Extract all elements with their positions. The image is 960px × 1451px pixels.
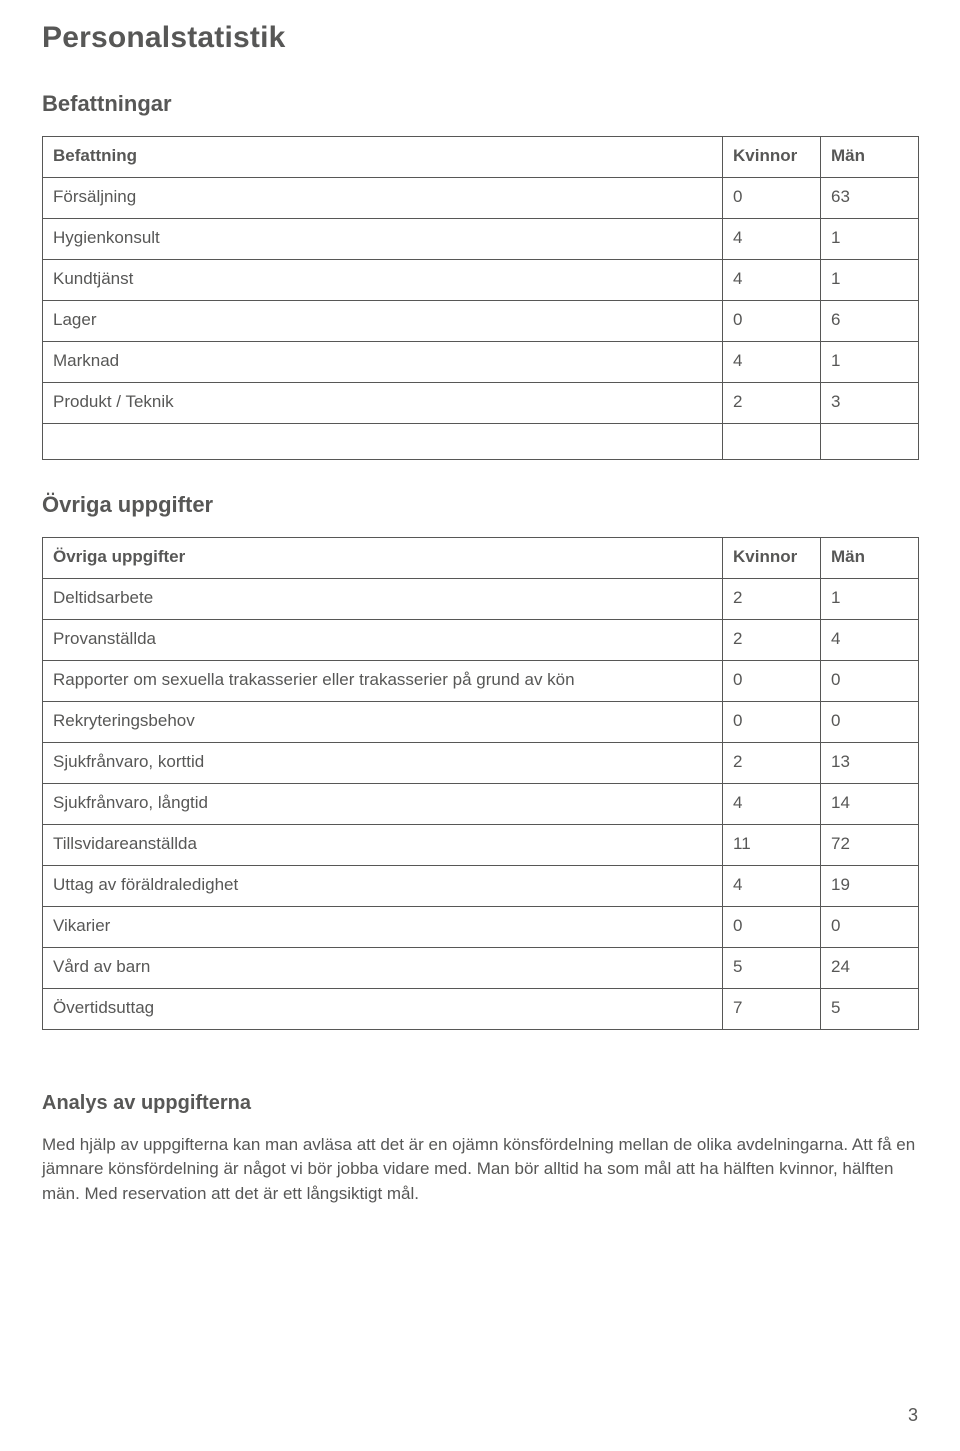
section-heading-befattningar: Befattningar: [42, 89, 918, 119]
col-header-befattning: Befattning: [43, 137, 723, 178]
row-label: Lager: [43, 300, 723, 341]
table-row: Provanställda24: [43, 620, 919, 661]
table-row: Lager06: [43, 300, 919, 341]
row-label: Produkt / Teknik: [43, 382, 723, 423]
row-label: Rekryteringsbehov: [43, 702, 723, 743]
row-value: 1: [821, 219, 919, 260]
row-label: Tillsvidareanställda: [43, 825, 723, 866]
table-row: Kundtjänst41: [43, 260, 919, 301]
analysis-heading: Analys av uppgifterna: [42, 1090, 918, 1117]
row-value: 72: [821, 825, 919, 866]
row-value: 0: [723, 300, 821, 341]
page: Personalstatistik Befattningar Befattnin…: [0, 0, 960, 1451]
row-value: 0: [723, 906, 821, 947]
row-value: 1: [821, 341, 919, 382]
row-value: 0: [821, 906, 919, 947]
col-header-man: Män: [821, 538, 919, 579]
row-value: 14: [821, 784, 919, 825]
table-row: Rapporter om sexuella trakasserier eller…: [43, 661, 919, 702]
row-value: 5: [723, 947, 821, 988]
row-value: 13: [821, 743, 919, 784]
row-label: Vård av barn: [43, 947, 723, 988]
row-value: 0: [821, 702, 919, 743]
row-value: 0: [821, 661, 919, 702]
row-value: 2: [723, 620, 821, 661]
table-row-empty: [43, 423, 919, 459]
befattningar-table: Befattning Kvinnor Män Försäljning063Hyg…: [42, 136, 919, 460]
table-row: Deltidsarbete21: [43, 579, 919, 620]
row-value: 0: [723, 702, 821, 743]
empty-cell: [43, 423, 723, 459]
analysis-paragraph: Med hjälp av uppgifterna kan man avläsa …: [42, 1133, 918, 1207]
page-number: 3: [908, 1403, 918, 1427]
row-value: 4: [723, 341, 821, 382]
row-value: 7: [723, 988, 821, 1029]
row-value: 4: [723, 865, 821, 906]
befattningar-tbody: Försäljning063Hygienkonsult41Kundtjänst4…: [43, 178, 919, 460]
empty-cell: [821, 423, 919, 459]
row-value: 4: [723, 260, 821, 301]
table-row: Produkt / Teknik23: [43, 382, 919, 423]
table-row: Marknad41: [43, 341, 919, 382]
row-label: Marknad: [43, 341, 723, 382]
row-value: 1: [821, 260, 919, 301]
row-value: 4: [723, 219, 821, 260]
row-label: Rapporter om sexuella trakasserier eller…: [43, 661, 723, 702]
section-heading-ovriga: Övriga uppgifter: [42, 490, 918, 520]
row-value: 0: [723, 178, 821, 219]
table-row: Uttag av föräldraledighet419: [43, 865, 919, 906]
table-row: Sjukfrånvaro, korttid213: [43, 743, 919, 784]
row-label: Övertidsuttag: [43, 988, 723, 1029]
row-label: Sjukfrånvaro, långtid: [43, 784, 723, 825]
ovriga-tbody: Deltidsarbete21Provanställda24Rapporter …: [43, 579, 919, 1029]
row-label: Vikarier: [43, 906, 723, 947]
empty-cell: [723, 423, 821, 459]
table-header-row: Övriga uppgifter Kvinnor Män: [43, 538, 919, 579]
table-header-row: Befattning Kvinnor Män: [43, 137, 919, 178]
row-value: 3: [821, 382, 919, 423]
row-value: 6: [821, 300, 919, 341]
row-value: 24: [821, 947, 919, 988]
page-title: Personalstatistik: [42, 18, 918, 59]
table-row: Vikarier00: [43, 906, 919, 947]
row-value: 2: [723, 743, 821, 784]
row-label: Provanställda: [43, 620, 723, 661]
row-label: Sjukfrånvaro, korttid: [43, 743, 723, 784]
col-header-kvinnor: Kvinnor: [723, 137, 821, 178]
row-label: Uttag av föräldraledighet: [43, 865, 723, 906]
col-header-man: Män: [821, 137, 919, 178]
row-value: 19: [821, 865, 919, 906]
table-row: Sjukfrånvaro, långtid414: [43, 784, 919, 825]
row-value: 2: [723, 382, 821, 423]
col-header-ovriga: Övriga uppgifter: [43, 538, 723, 579]
row-value: 11: [723, 825, 821, 866]
row-value: 63: [821, 178, 919, 219]
table-row: Försäljning063: [43, 178, 919, 219]
row-value: 2: [723, 579, 821, 620]
row-value: 0: [723, 661, 821, 702]
table-row: Rekryteringsbehov00: [43, 702, 919, 743]
row-label: Deltidsarbete: [43, 579, 723, 620]
table-row: Övertidsuttag75: [43, 988, 919, 1029]
row-label: Kundtjänst: [43, 260, 723, 301]
table-row: Vård av barn524: [43, 947, 919, 988]
row-value: 5: [821, 988, 919, 1029]
row-value: 4: [723, 784, 821, 825]
col-header-kvinnor: Kvinnor: [723, 538, 821, 579]
row-label: Försäljning: [43, 178, 723, 219]
row-value: 4: [821, 620, 919, 661]
table-row: Hygienkonsult41: [43, 219, 919, 260]
row-label: Hygienkonsult: [43, 219, 723, 260]
row-value: 1: [821, 579, 919, 620]
ovriga-table: Övriga uppgifter Kvinnor Män Deltidsarbe…: [42, 537, 919, 1029]
table-row: Tillsvidareanställda1172: [43, 825, 919, 866]
